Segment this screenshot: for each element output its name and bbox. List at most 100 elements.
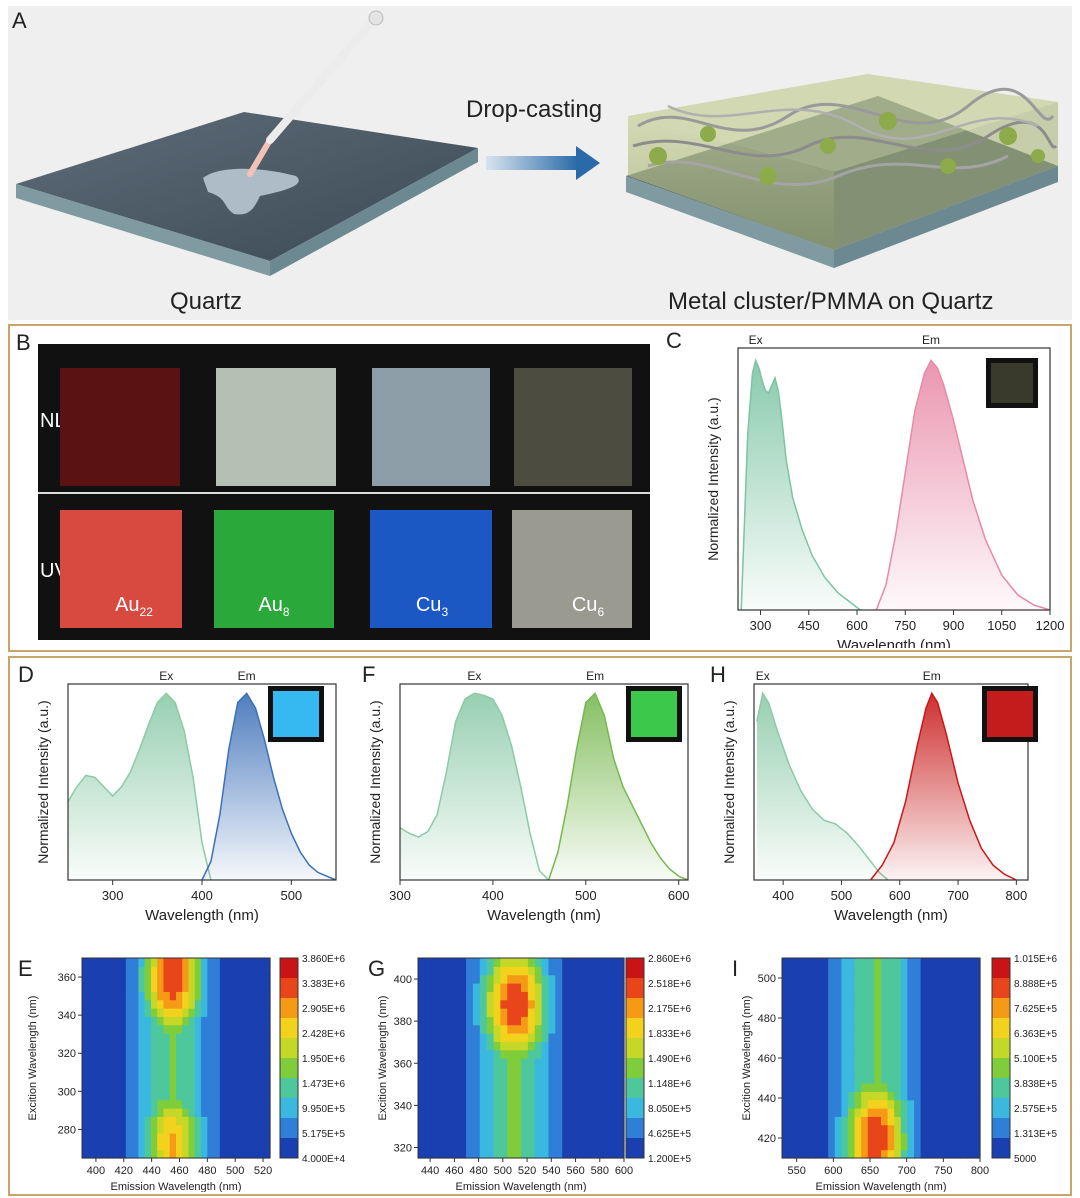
heat-cell [176,1074,183,1084]
heat-cell [788,1074,796,1084]
heat-cell [534,1133,543,1142]
colorbar-segment [626,1018,644,1039]
heat-cell [795,983,803,992]
heat-cell [795,974,803,984]
heat-cell [157,974,165,984]
heat-cell [244,1141,252,1151]
series-label-ex: Ex [756,669,770,683]
heat-cell [562,1141,570,1151]
heat-cell [94,1016,102,1026]
plot-frame [399,683,689,881]
heat-cell [194,1083,202,1092]
colorbar-segment [280,1018,298,1039]
heat-cell [182,1016,190,1026]
heat-cell [541,1008,550,1017]
heat-cell [144,1066,152,1076]
heat-cell [788,966,796,976]
heat-cell [182,991,190,1001]
heat-cell [459,1066,467,1076]
heat-cell [163,1099,171,1109]
heat-cell [238,958,246,967]
heat-cell [82,999,89,1009]
heat-cell [562,1149,570,1159]
heat-cell [163,1083,171,1092]
heat-cell [438,1116,447,1126]
heat-cell [445,1008,453,1017]
colorbar-segment [992,1058,1010,1079]
heat-cell [100,1058,108,1067]
heat-cell [548,1033,556,1042]
heat-cell [445,1091,453,1101]
heat-cell [548,966,556,976]
heat-cell [920,958,928,967]
heat-cell [854,974,862,984]
heat-cell [575,1058,584,1067]
heat-cell [788,1099,796,1109]
heat-cell [788,1008,796,1017]
heat-cell [541,974,550,984]
heat-cell [226,1083,233,1092]
heat-cell [887,974,895,984]
heat-cell [438,1041,447,1051]
heat-cell [617,999,625,1009]
heat-cell [821,1066,829,1076]
heat-cell [500,1091,508,1101]
heat-cell [207,1083,215,1092]
heat-cell [828,1149,836,1159]
heat-cell [479,1124,488,1134]
heat-cell [251,1091,259,1101]
heat-cell [815,1141,823,1151]
heat-cell [808,1074,816,1084]
heat-cell [150,1008,158,1017]
heat-cell [569,1074,577,1084]
heat-cell [521,1024,529,1034]
heat-cell [144,958,152,967]
series-label-em: Em [922,333,940,347]
heat-cell [603,1091,611,1101]
heat-cell [848,1099,856,1109]
heat-cell [244,1024,252,1034]
heat-cell [782,974,790,984]
heat-cell [947,1058,955,1067]
heat-cell [575,1066,584,1076]
heat-cell [138,1083,146,1092]
heat-cell [182,1099,190,1109]
heat-cell [138,1149,146,1159]
heat-cell [920,966,928,976]
heat-cell [445,958,453,967]
heat-cell [251,1116,259,1126]
heat-cell [788,958,796,967]
heat-cell [493,1099,501,1109]
heat-cell [107,1058,114,1067]
heat-cell [808,983,816,992]
heat-cell [782,1024,790,1034]
heat-cell [94,1049,102,1059]
heat-cell [207,1099,215,1109]
heat-cell [575,1033,584,1042]
heat-cell [486,1116,495,1126]
heat-cell [795,958,803,967]
heat-cell [125,983,133,992]
heat-cell [815,1099,823,1109]
heat-cell [617,1116,625,1126]
heat-cell [527,974,536,984]
heat-cell [874,1058,882,1067]
x-tick-label: 300 [102,888,124,903]
heat-cell [479,1133,488,1142]
heat-cell [176,1016,183,1026]
heat-cell [887,1058,895,1067]
heat-cell [953,1133,961,1142]
heat-cell [933,991,941,1001]
heat-cell [947,1099,955,1109]
heat-cell [907,974,915,984]
heat-cell [548,999,556,1009]
heat-cell [617,1016,625,1026]
heat-cell [125,1058,133,1067]
heat-cell [138,958,146,967]
heat-cell [418,1124,426,1134]
heat-cell [874,1066,882,1076]
heat-cell [244,1041,252,1051]
heat-cell [188,1108,196,1117]
heat-cell [244,983,252,992]
heat-cell [920,1108,928,1117]
